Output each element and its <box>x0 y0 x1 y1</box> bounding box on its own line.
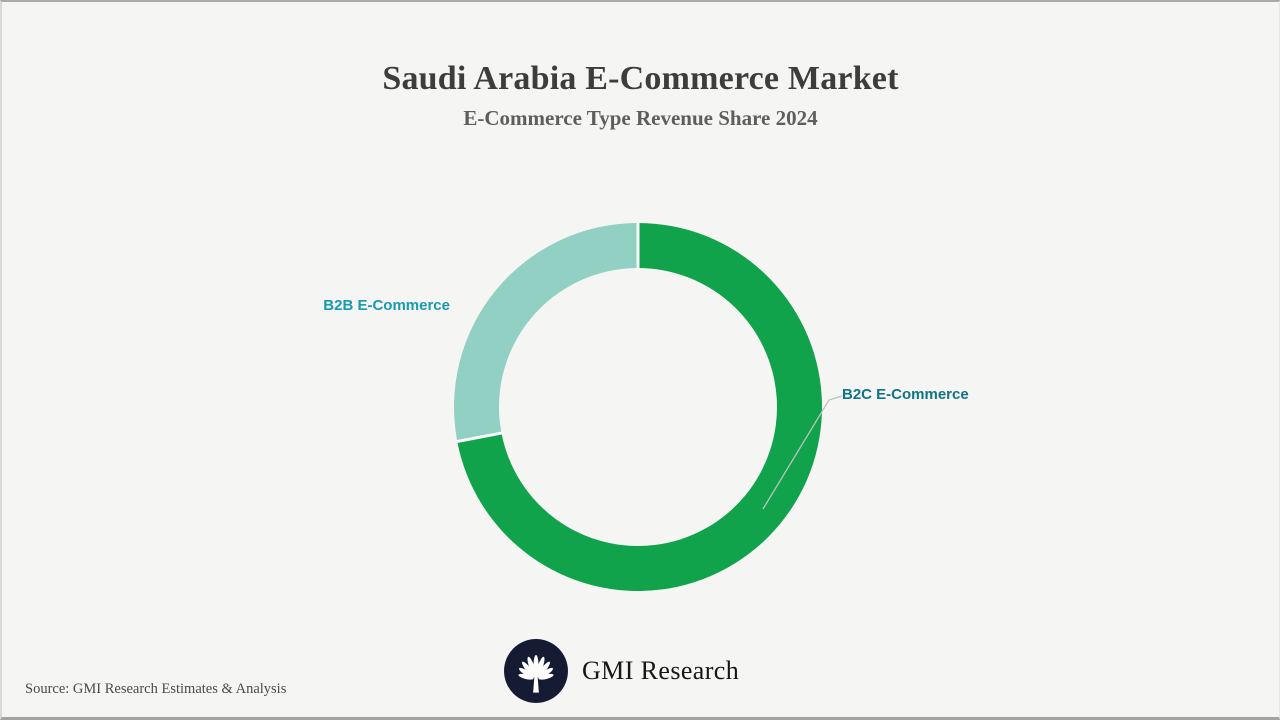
source-note: Source: GMI Research Estimates & Analysi… <box>25 681 287 697</box>
brand-name: GMI Research <box>582 656 740 685</box>
leader-line-b2c <box>762 395 843 510</box>
page-title: Saudi Arabia E-Commerce Market <box>382 60 899 97</box>
label-b2c-ecommerce: B2C E-Commerce <box>842 386 969 403</box>
brand-block: GMI Research <box>503 638 739 704</box>
donut-slice-b2b-e-commerce <box>454 223 638 442</box>
gmi-logo-icon <box>504 639 568 703</box>
slice-separator <box>455 431 504 444</box>
label-b2b-ecommerce: B2B E-Commerce <box>323 297 450 314</box>
page-subtitle: E-Commerce Type Revenue Share 2024 <box>463 106 818 130</box>
